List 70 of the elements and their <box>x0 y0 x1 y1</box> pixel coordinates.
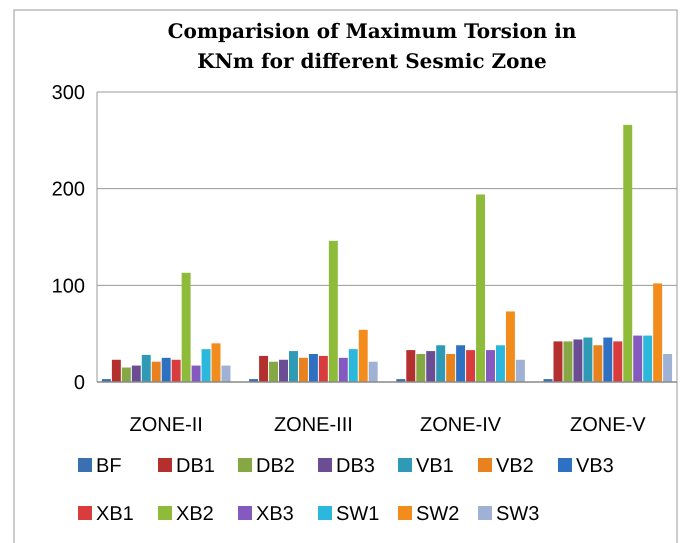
bar <box>603 338 612 382</box>
bar <box>446 354 456 382</box>
bar <box>338 358 348 382</box>
bar <box>643 336 652 382</box>
bar <box>476 194 486 382</box>
bar <box>573 339 582 382</box>
bar <box>269 362 278 382</box>
bar <box>358 330 368 382</box>
bar <box>132 366 141 382</box>
bar <box>259 356 268 382</box>
bar <box>162 358 171 382</box>
bar <box>516 360 525 382</box>
x-tick-label: ZONE-II <box>130 414 203 436</box>
bar <box>506 311 515 382</box>
bar <box>308 354 318 382</box>
bar <box>593 345 602 382</box>
x-tick-label: ZONE-IV <box>420 414 502 436</box>
x-tick-label: ZONE-V <box>570 414 646 436</box>
bar <box>279 360 288 382</box>
bar <box>142 354 151 382</box>
bar <box>653 283 662 382</box>
bar <box>212 343 220 382</box>
bar <box>172 360 181 382</box>
legend-label: XB3 <box>256 503 294 525</box>
y-tick-label: 0 <box>74 372 85 394</box>
legend-label: DB3 <box>336 455 375 477</box>
legend-label: SW3 <box>496 503 540 525</box>
bar <box>348 349 358 382</box>
legend-label: SW2 <box>416 503 460 525</box>
bar <box>563 341 572 382</box>
legend-label: XB2 <box>176 503 214 525</box>
bar <box>152 362 161 382</box>
bar <box>298 358 308 382</box>
legend-label: XB1 <box>96 503 134 525</box>
y-tick-label: 200 <box>52 178 85 201</box>
bar <box>466 350 476 382</box>
bar <box>426 351 436 382</box>
legend-label: SW1 <box>336 503 380 525</box>
bar <box>288 351 298 382</box>
bar <box>496 345 505 382</box>
bar <box>613 341 622 382</box>
bar <box>318 356 328 382</box>
bar <box>368 362 378 382</box>
bar <box>436 345 446 382</box>
bar <box>182 272 191 382</box>
bar <box>583 338 592 382</box>
bar <box>486 350 495 382</box>
bar <box>456 345 466 382</box>
bar <box>406 350 416 382</box>
x-tick-label: ZONE-III <box>274 414 353 436</box>
bar <box>202 349 211 382</box>
y-tick-label: 100 <box>52 275 85 298</box>
bar <box>554 341 562 382</box>
bar <box>633 336 642 382</box>
bar <box>663 354 672 382</box>
y-tick-label: 300 <box>52 82 85 104</box>
bar <box>192 366 201 382</box>
legend-label: BF <box>96 455 122 477</box>
chart-title: Comparision of Maximum Torsion in KNm for different Sesmic Zone <box>168 19 577 73</box>
legend-label: DB1 <box>176 455 215 477</box>
bar <box>112 360 121 382</box>
bar <box>328 240 338 382</box>
legend-label: VB3 <box>576 455 614 477</box>
legend-label: VB2 <box>496 455 534 477</box>
bar <box>122 368 131 382</box>
legend-label: DB2 <box>256 455 295 477</box>
bar <box>623 124 632 382</box>
legend-label: VB1 <box>416 455 454 477</box>
bar <box>221 366 230 382</box>
bar <box>416 354 426 382</box>
